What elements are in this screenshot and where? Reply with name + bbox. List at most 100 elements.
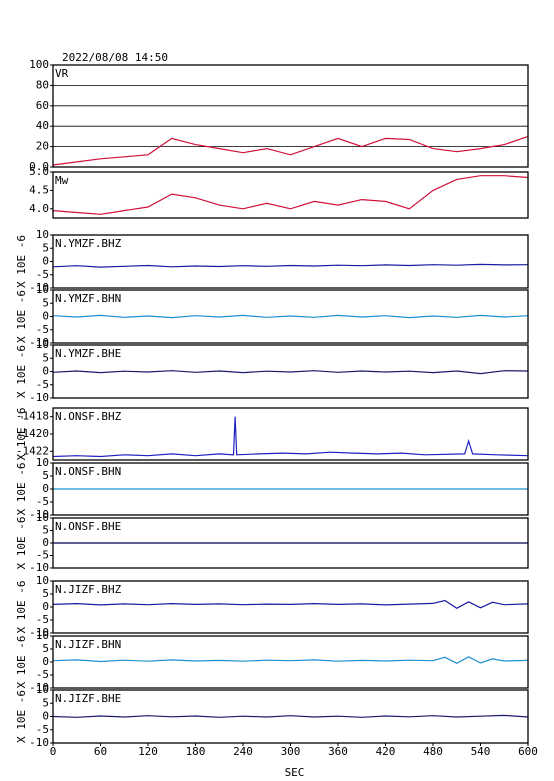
y-tick-label: -10 bbox=[29, 681, 49, 694]
panel-label: N.ONSF.BHN bbox=[55, 465, 121, 478]
panel-label: N.JIZF.BHN bbox=[55, 638, 121, 651]
y-tick-label: 40 bbox=[36, 119, 49, 132]
series-line bbox=[52, 656, 529, 664]
y-axis-label: X 10E -6 bbox=[15, 463, 28, 516]
y-tick-label: 5 bbox=[42, 587, 49, 600]
panel-frame bbox=[52, 517, 529, 569]
y-tick-label: 4.0 bbox=[29, 202, 49, 215]
x-tick-label: 120 bbox=[138, 745, 158, 758]
y-tick-label: -10 bbox=[29, 281, 49, 294]
panel-label: N.JIZF.BHE bbox=[55, 692, 121, 705]
series-line bbox=[52, 175, 529, 215]
y-tick-label: 5 bbox=[42, 642, 49, 655]
y-tick-label: 10 bbox=[36, 283, 49, 296]
y-tick-label: 0 bbox=[42, 710, 49, 723]
panel-label: N.JIZF.BHZ bbox=[55, 583, 122, 596]
panel-label: N.YMZF.BHN bbox=[55, 292, 121, 305]
y-tick-label: -5 bbox=[36, 668, 49, 681]
y-tick-label: 100 bbox=[29, 58, 49, 71]
series-line bbox=[52, 714, 529, 718]
y-tick-label: -5 bbox=[36, 549, 49, 562]
y-axis-label: X 10E -6 bbox=[15, 581, 28, 634]
y-tick-label: -5 bbox=[36, 723, 49, 736]
y-tick-label: 5 bbox=[42, 469, 49, 482]
y-tick-label: -1418 bbox=[16, 410, 49, 423]
x-tick-label: 0 bbox=[50, 745, 57, 758]
y-tick-label: 10 bbox=[36, 228, 49, 241]
panel-frame bbox=[52, 462, 529, 516]
y-tick-label: 60 bbox=[36, 99, 49, 112]
panel-label: N.ONSF.BHE bbox=[55, 520, 121, 533]
y-tick-label: -5 bbox=[36, 495, 49, 508]
y-axis-label: X 10E -6 bbox=[15, 636, 28, 689]
panel-frame bbox=[52, 635, 529, 689]
x-tick-label: 600 bbox=[518, 745, 538, 758]
panel-frame bbox=[52, 407, 529, 461]
y-tick-label: 5 bbox=[42, 524, 49, 537]
series-line bbox=[52, 135, 529, 166]
y-tick-label: 0 bbox=[42, 482, 49, 495]
panel-label: Mw bbox=[55, 174, 69, 187]
y-tick-label: 0 bbox=[42, 255, 49, 268]
y-tick-label: 5.0 bbox=[29, 165, 49, 178]
x-tick-label: 300 bbox=[281, 745, 301, 758]
y-tick-label: 10 bbox=[36, 683, 49, 696]
x-tick-label: 420 bbox=[376, 745, 396, 758]
panel-label: VR bbox=[55, 67, 69, 80]
y-tick-label: 5 bbox=[42, 296, 49, 309]
x-tick-label: 180 bbox=[186, 745, 206, 758]
series-line bbox=[52, 599, 529, 609]
y-tick-label: 80 bbox=[36, 78, 49, 91]
panel-frame bbox=[52, 344, 529, 399]
date-title: 2022/08/08 14:50 bbox=[62, 51, 168, 64]
y-axis-label: X 10E -6 bbox=[15, 290, 28, 343]
x-tick-label: 360 bbox=[328, 745, 348, 758]
y-axis-label: X 10E -6 bbox=[15, 408, 28, 461]
x-axis-label: SEC bbox=[285, 766, 305, 779]
y-tick-label: 5 bbox=[42, 696, 49, 709]
y-tick-label: -10 bbox=[29, 561, 49, 574]
y-tick-label: -10 bbox=[29, 736, 49, 749]
y-tick-label: 0 bbox=[42, 655, 49, 668]
y-tick-label: -5 bbox=[36, 378, 49, 391]
panel-frame bbox=[52, 234, 529, 289]
panel-label: N.YMZF.BHZ bbox=[55, 237, 122, 250]
y-tick-label: -10 bbox=[29, 391, 49, 404]
y-axis-label: X 10E -6 bbox=[15, 517, 28, 570]
panel-frame bbox=[52, 171, 529, 219]
y-tick-label: -1420 bbox=[16, 427, 49, 440]
panel-frame bbox=[52, 64, 529, 168]
y-tick-label: -5 bbox=[36, 613, 49, 626]
y-tick-label: 0 bbox=[42, 310, 49, 323]
y-tick-label: 20 bbox=[36, 140, 49, 153]
x-tick-label: 540 bbox=[471, 745, 491, 758]
y-tick-label: 10 bbox=[36, 629, 49, 642]
panel-label: N.YMZF.BHE bbox=[55, 347, 121, 360]
y-tick-label: 5 bbox=[42, 351, 49, 364]
series-line bbox=[52, 416, 529, 458]
panel-label: N.ONSF.BHZ bbox=[55, 410, 122, 423]
y-tick-label: 10 bbox=[36, 456, 49, 469]
y-axis-label: X 10E -6 bbox=[15, 690, 28, 743]
x-tick-label: 480 bbox=[423, 745, 443, 758]
series-line bbox=[52, 314, 529, 319]
y-tick-label: -1422 bbox=[16, 444, 49, 457]
panel-frame bbox=[52, 580, 529, 634]
y-tick-label: 5 bbox=[42, 241, 49, 254]
y-tick-label: 10 bbox=[36, 338, 49, 351]
series-line bbox=[52, 370, 529, 375]
x-tick-label: 240 bbox=[233, 745, 253, 758]
y-axis-label: X 10E -6 bbox=[15, 345, 28, 398]
x-tick-label: 60 bbox=[94, 745, 107, 758]
y-tick-label: -10 bbox=[29, 336, 49, 349]
y-tick-label: -10 bbox=[29, 626, 49, 639]
y-tick-label: 4.5 bbox=[29, 183, 49, 196]
y-axis-label: X 10E -6 bbox=[15, 235, 28, 288]
y-tick-label: -10 bbox=[29, 508, 49, 521]
panel-frame bbox=[52, 289, 529, 344]
y-tick-label: 10 bbox=[36, 574, 49, 587]
series-line bbox=[52, 263, 529, 268]
y-tick-label: 0.0 bbox=[29, 160, 49, 173]
y-tick-label: -5 bbox=[36, 268, 49, 281]
